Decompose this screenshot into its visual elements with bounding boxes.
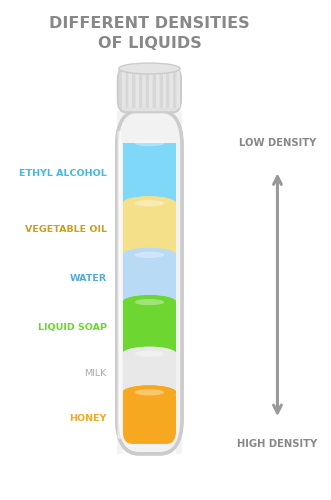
Bar bbox=[125, 72, 128, 108]
Bar bbox=[136, 72, 139, 108]
Text: ETHYL ALCOHOL: ETHYL ALCOHOL bbox=[19, 168, 107, 177]
Bar bbox=[143, 72, 146, 108]
Text: VEGETABLE OIL: VEGETABLE OIL bbox=[25, 224, 107, 234]
Ellipse shape bbox=[122, 295, 176, 309]
Ellipse shape bbox=[122, 386, 176, 400]
Bar bbox=[122, 255, 176, 302]
Text: WATER: WATER bbox=[70, 274, 107, 283]
Text: DIFFERENT DENSITIES
OF LIQUIDS: DIFFERENT DENSITIES OF LIQUIDS bbox=[49, 16, 250, 50]
Bar bbox=[149, 72, 152, 108]
Ellipse shape bbox=[122, 136, 176, 150]
Ellipse shape bbox=[122, 295, 176, 309]
FancyBboxPatch shape bbox=[117, 111, 182, 454]
Ellipse shape bbox=[122, 346, 176, 360]
Ellipse shape bbox=[135, 299, 164, 305]
Text: LIQUID SOAP: LIQUID SOAP bbox=[38, 324, 107, 332]
Bar bbox=[122, 302, 176, 354]
Ellipse shape bbox=[135, 252, 164, 258]
Ellipse shape bbox=[122, 248, 176, 262]
Bar bbox=[163, 72, 166, 108]
Bar bbox=[129, 72, 132, 108]
Bar bbox=[173, 72, 176, 108]
Bar bbox=[177, 72, 179, 108]
Bar bbox=[153, 72, 156, 108]
Text: HONEY: HONEY bbox=[70, 414, 107, 422]
Bar bbox=[170, 72, 173, 108]
Bar bbox=[146, 72, 149, 108]
Bar bbox=[122, 143, 176, 204]
Ellipse shape bbox=[122, 346, 176, 360]
Ellipse shape bbox=[122, 386, 176, 400]
Bar bbox=[156, 72, 159, 108]
Text: HIGH DENSITY: HIGH DENSITY bbox=[237, 439, 317, 449]
Ellipse shape bbox=[135, 389, 164, 396]
Bar bbox=[176, 111, 182, 454]
Ellipse shape bbox=[135, 140, 164, 146]
Ellipse shape bbox=[122, 248, 176, 262]
Bar bbox=[122, 72, 125, 108]
FancyBboxPatch shape bbox=[122, 386, 176, 444]
Bar bbox=[122, 354, 176, 393]
Ellipse shape bbox=[135, 200, 164, 206]
Text: MILK: MILK bbox=[84, 368, 107, 378]
Bar bbox=[122, 114, 176, 143]
Ellipse shape bbox=[119, 63, 180, 74]
FancyBboxPatch shape bbox=[118, 130, 121, 439]
Text: LOW DENSITY: LOW DENSITY bbox=[239, 138, 316, 148]
Bar bbox=[119, 72, 121, 108]
Bar bbox=[160, 72, 163, 108]
Bar bbox=[166, 72, 169, 108]
FancyBboxPatch shape bbox=[118, 67, 181, 112]
Ellipse shape bbox=[135, 350, 164, 357]
Bar bbox=[132, 72, 135, 108]
Bar bbox=[139, 72, 142, 108]
Bar bbox=[122, 204, 176, 255]
Ellipse shape bbox=[122, 196, 176, 210]
Ellipse shape bbox=[122, 196, 176, 210]
Bar bbox=[117, 111, 122, 454]
